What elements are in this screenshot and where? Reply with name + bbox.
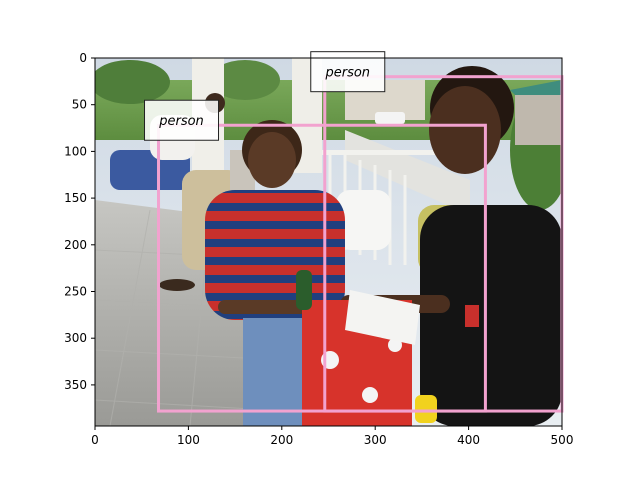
y-tick-label: 200 <box>64 238 87 252</box>
y-axis: 0 50 100 150 200 250 300 350 <box>64 51 95 392</box>
x-tick-label: 300 <box>364 433 387 447</box>
y-tick-label: 0 <box>79 51 87 65</box>
y-tick-label: 100 <box>64 144 87 158</box>
bounding-box <box>157 123 487 413</box>
y-tick-label: 250 <box>64 285 87 299</box>
detection-label: person <box>324 66 370 81</box>
x-tick-label: 200 <box>270 433 293 447</box>
x-tick-label: 100 <box>177 433 200 447</box>
y-tick-label: 300 <box>64 331 87 345</box>
photo <box>95 58 562 426</box>
x-axis: 0 100 200 300 400 500 <box>91 426 573 447</box>
detection-person: person <box>144 99 487 413</box>
y-tick-label: 150 <box>64 191 87 205</box>
detection-label: person <box>158 114 204 129</box>
x-tick-label: 0 <box>91 433 99 447</box>
label-box <box>144 99 220 141</box>
x-tick-label: 500 <box>551 433 574 447</box>
axes-frame <box>94 57 563 427</box>
y-tick-label: 50 <box>72 98 87 112</box>
x-tick-label: 400 <box>457 433 480 447</box>
y-tick-label: 350 <box>64 378 87 392</box>
